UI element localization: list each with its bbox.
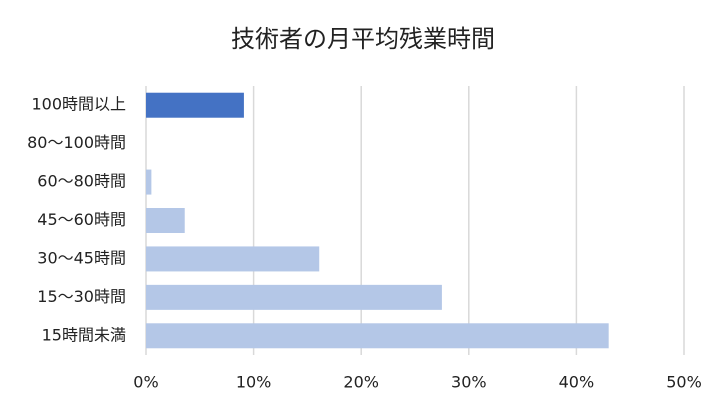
bar [146,246,320,272]
y-tick-label: 15時間未満 [42,325,126,344]
x-tick-label: 30% [451,373,487,392]
x-tick-label: 10% [236,373,272,392]
x-tick-label: 20% [343,373,379,392]
y-tick-label: 45～60時間 [37,210,126,229]
y-tick-label: 30～45時間 [37,248,126,267]
chart-title: 技術者の月平均残業時間 [231,25,495,53]
bar [146,92,244,118]
bar [146,208,185,233]
y-tick-label: 60～80時間 [37,172,126,191]
y-tick-label: 15～30時間 [37,287,126,306]
bar [146,323,609,349]
x-tick-label: 40% [559,373,595,392]
bar [146,284,442,310]
bar [146,169,152,195]
x-tick-label: 50% [666,373,702,392]
y-tick-label: 100時間以上 [31,95,126,114]
y-tick-label: 80～100時間 [27,133,126,152]
x-tick-label: 0% [133,373,158,392]
